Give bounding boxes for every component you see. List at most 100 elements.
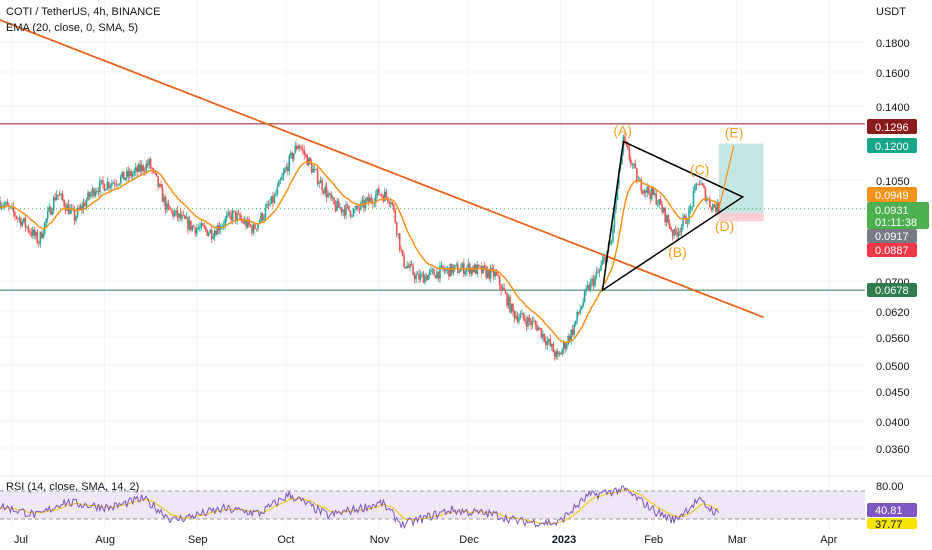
candle-body — [261, 213, 264, 221]
candle-body — [351, 215, 353, 217]
candle-body — [37, 242, 40, 244]
candle-body — [391, 202, 394, 205]
candle-body — [577, 312, 580, 314]
candle-body — [324, 186, 326, 194]
candle-body — [647, 186, 650, 194]
candle-body — [525, 321, 528, 327]
candle-body — [488, 269, 490, 279]
candle-body — [546, 340, 549, 345]
candle-body — [273, 195, 276, 203]
candle-body — [713, 204, 716, 208]
wave-label: (A) — [613, 123, 632, 139]
candle-body — [310, 162, 313, 173]
candle-body — [173, 212, 176, 217]
price-tick-0: 0.1800 — [876, 38, 910, 50]
candle-body — [100, 179, 103, 181]
candle-body — [665, 215, 668, 223]
candle-body — [424, 275, 426, 283]
candle-body — [6, 202, 9, 206]
candle-body — [576, 312, 578, 321]
candle-body — [649, 193, 652, 199]
candle-body — [425, 275, 428, 281]
candle-body — [458, 271, 461, 273]
candle-body — [700, 183, 702, 185]
candle-body — [695, 183, 698, 186]
ema-indicator-label[interactable]: EMA (20, close, 0, SMA, 5) — [6, 22, 139, 34]
projected-wave-e[interactable] — [718, 145, 735, 210]
candle-body — [545, 340, 547, 345]
triangle-outline[interactable] — [601, 140, 745, 292]
candle-body — [497, 275, 499, 276]
price-tag-3-countdown: 01:11:38 — [875, 217, 917, 229]
symbol-title: COTI / TetherUS, 4h, BINANCE — [6, 6, 161, 18]
price-axis-ticks: 0.1800 0.1600 0.1400 0.1050 0.0700 0.062… — [876, 38, 910, 456]
candle-body — [461, 263, 464, 268]
candle-body — [383, 191, 386, 202]
candle-body — [585, 288, 587, 291]
candle-body — [542, 333, 544, 338]
candle-body — [385, 191, 388, 198]
candle-body — [128, 171, 131, 177]
position-zone[interactable] — [0, 143, 865, 222]
candle-body — [127, 170, 130, 177]
candle-body — [706, 199, 708, 201]
candle-body — [196, 228, 198, 234]
candle-body — [57, 194, 59, 196]
candle-body — [343, 209, 346, 216]
descending-trendline[interactable] — [0, 18, 764, 319]
rsi-indicator-label[interactable]: RSI (14, close, SMA, 14, 2) — [6, 481, 140, 493]
candle-body — [199, 227, 201, 229]
candle-body — [603, 257, 605, 261]
candle-body — [659, 199, 662, 205]
candle-body — [691, 206, 693, 208]
candle-body — [300, 147, 303, 149]
candle-body — [219, 227, 222, 230]
candle-body — [194, 227, 197, 234]
candle-body — [143, 171, 146, 172]
candle-body — [404, 266, 407, 269]
horizontal-levels[interactable] — [0, 123, 865, 291]
candle-body — [667, 215, 669, 223]
candle-body — [552, 344, 555, 353]
candle-body — [375, 194, 377, 203]
time-axis-bg[interactable] — [0, 529, 932, 550]
candle-body — [427, 274, 429, 281]
candle-body — [17, 218, 19, 220]
candle-body — [245, 220, 247, 228]
candle-body — [160, 184, 162, 188]
triangle-pattern[interactable] — [601, 140, 745, 292]
candle-body — [616, 184, 619, 200]
candle-body — [715, 207, 717, 212]
candle-body — [646, 186, 649, 193]
candle-body — [397, 233, 399, 235]
candle-body — [536, 324, 538, 331]
candle-body — [164, 196, 167, 210]
candle-body — [172, 210, 174, 217]
candle-body — [574, 320, 577, 325]
candle-body — [610, 240, 613, 244]
candle-body — [434, 275, 437, 279]
candle-body — [571, 329, 574, 335]
candle-body — [117, 184, 119, 186]
price-tick-2: 0.1400 — [876, 102, 910, 114]
candle-body — [3, 204, 6, 206]
candle-body — [14, 212, 16, 217]
candle-body — [697, 183, 699, 185]
candle-body — [269, 203, 271, 206]
candle-body — [243, 220, 246, 224]
trendline-layer[interactable] — [0, 18, 764, 319]
stop-zone[interactable] — [718, 212, 764, 222]
candle-body — [549, 339, 552, 347]
candle-body — [527, 317, 529, 327]
candle-body — [18, 218, 21, 219]
candle-body — [615, 199, 617, 209]
candle-body — [676, 232, 678, 237]
candle-body — [140, 165, 143, 172]
rsi-tag-0-bg — [867, 503, 917, 517]
price-tick-8: 0.0450 — [876, 387, 910, 399]
candle-body — [588, 285, 590, 291]
candle-body — [121, 171, 124, 177]
candle-body — [674, 229, 677, 233]
candle-body — [190, 220, 192, 231]
